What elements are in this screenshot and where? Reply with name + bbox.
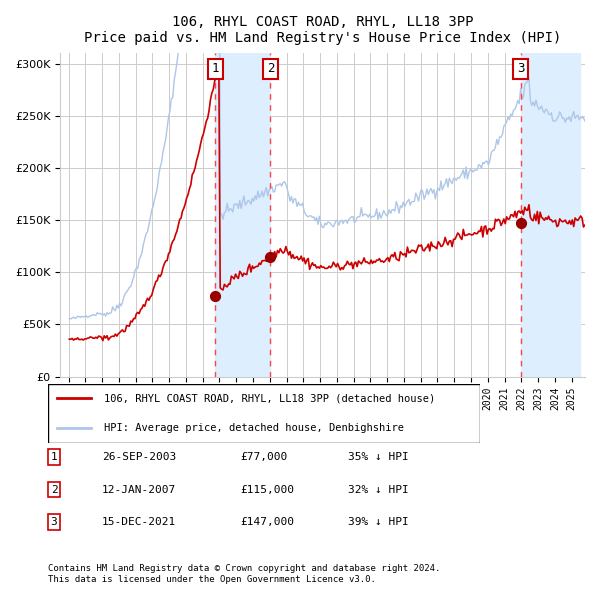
Text: 12-JAN-2007: 12-JAN-2007 [102, 485, 176, 494]
Text: 3: 3 [517, 63, 524, 76]
Text: 2: 2 [50, 485, 58, 494]
Text: £77,000: £77,000 [240, 453, 287, 462]
Bar [521, 53, 580, 376]
Point [516, 218, 526, 228]
Text: 15-DEC-2021: 15-DEC-2021 [102, 517, 176, 527]
Point [211, 291, 220, 301]
Text: Contains HM Land Registry data © Crown copyright and database right 2024.: Contains HM Land Registry data © Crown c… [48, 565, 440, 573]
Text: 35% ↓ HPI: 35% ↓ HPI [348, 453, 409, 462]
Text: 1: 1 [50, 453, 58, 462]
Text: 32% ↓ HPI: 32% ↓ HPI [348, 485, 409, 494]
Text: £115,000: £115,000 [240, 485, 294, 494]
Text: This data is licensed under the Open Government Licence v3.0.: This data is licensed under the Open Gov… [48, 575, 376, 584]
Text: 26-SEP-2003: 26-SEP-2003 [102, 453, 176, 462]
Bar [215, 53, 271, 376]
Text: 2: 2 [267, 63, 274, 76]
Text: 106, RHYL COAST ROAD, RHYL, LL18 3PP (detached house): 106, RHYL COAST ROAD, RHYL, LL18 3PP (de… [104, 394, 436, 403]
Title: 106, RHYL COAST ROAD, RHYL, LL18 3PP
Price paid vs. HM Land Registry's House Pri: 106, RHYL COAST ROAD, RHYL, LL18 3PP Pri… [84, 15, 561, 45]
Text: 39% ↓ HPI: 39% ↓ HPI [348, 517, 409, 527]
Text: £147,000: £147,000 [240, 517, 294, 527]
Text: 3: 3 [50, 517, 58, 527]
FancyBboxPatch shape [48, 384, 480, 442]
Point [266, 252, 275, 261]
Text: HPI: Average price, detached house, Denbighshire: HPI: Average price, detached house, Denb… [104, 423, 404, 432]
Text: 1: 1 [212, 63, 219, 76]
